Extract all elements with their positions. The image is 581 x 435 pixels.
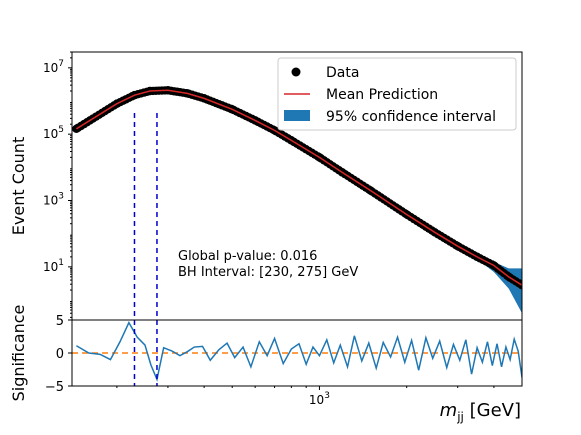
main-y-tick-label-2: 105: [43, 125, 64, 141]
sig-y-tick-label-1: 0: [56, 347, 64, 362]
legend: Data Mean Prediction 95% confidence inte…: [277, 57, 517, 131]
main-plot: 101 103 105 107 Event Count Global p-value:…: [9, 51, 523, 321]
bh-interval-lines-main: [133, 113, 158, 320]
sig-y-tick-label-0: −5: [45, 380, 64, 395]
prediction-line-layer: [76, 89, 522, 286]
significance-series-line: [76, 321, 522, 382]
legend-data-label: Data: [326, 65, 359, 81]
x-axis-label: mjj [GeV]: [440, 400, 521, 424]
sig-y-tick-label-2: 5: [56, 314, 64, 329]
significance-x-ticks: 103: [116, 386, 495, 407]
mean-prediction-line: [76, 89, 522, 286]
main-y-tick-label-3: 107: [43, 59, 64, 75]
main-y-tick-label-1: 103: [43, 192, 64, 208]
main-y-tick-label-0: 101: [43, 258, 64, 274]
x-tick-label-0: 103: [309, 391, 330, 407]
legend-prediction-label: Mean Prediction: [326, 87, 438, 103]
main-y-ticks: 101 103 105 107: [43, 51, 72, 318]
significance-y-ticks: −5 0 5: [45, 314, 72, 395]
bh-interval-lines-significance: [133, 320, 158, 386]
legend-frame: [277, 57, 517, 131]
legend-band-label: 95% confidence interval: [326, 109, 496, 125]
annotation-p-value: Global p-value: 0.016: [178, 249, 317, 264]
legend-band-marker: [284, 110, 310, 121]
main-y-axis-label: Event Count: [9, 137, 28, 235]
significance-y-axis-label: Significance: [9, 305, 28, 402]
significance-plot: −5 0 5 103 Significance mjj [GeV]: [9, 305, 523, 424]
annotation-bh-interval: BH Interval: [230, 275] GeV: [178, 265, 358, 280]
legend-data-marker: [291, 67, 301, 77]
